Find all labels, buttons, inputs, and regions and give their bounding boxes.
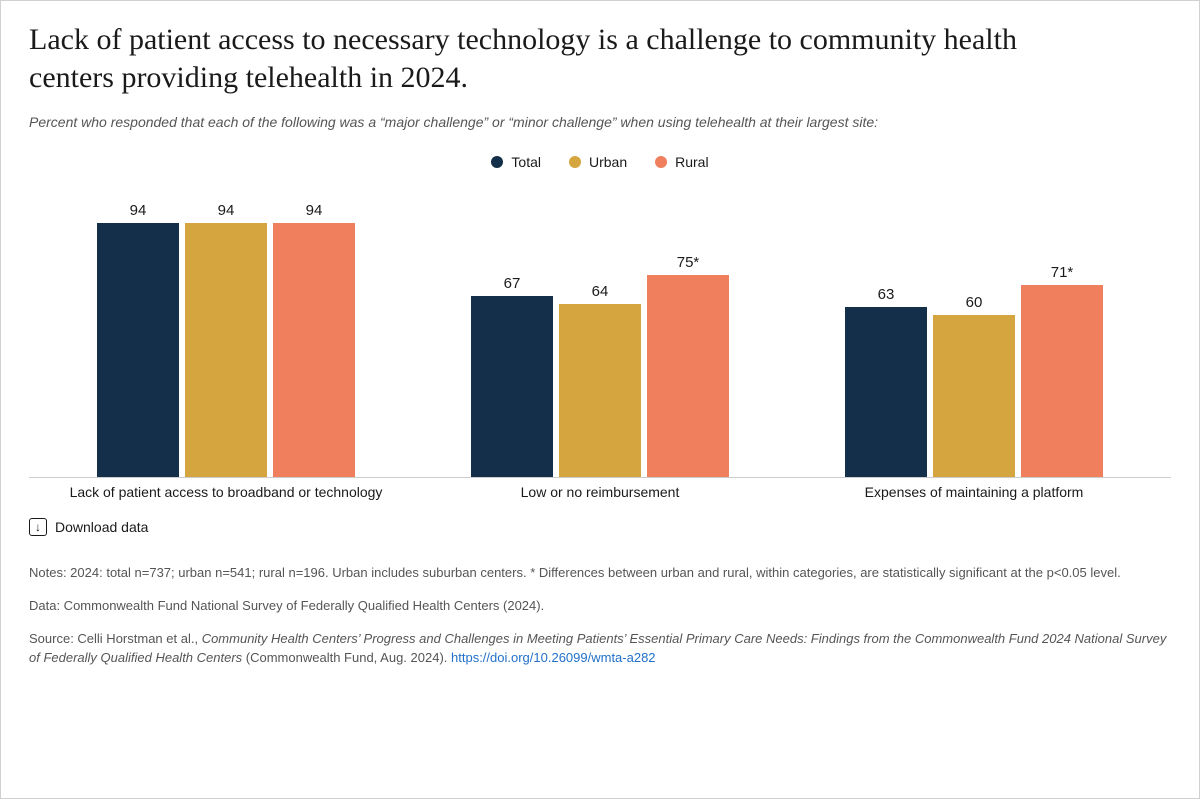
download-icon: ↓	[29, 518, 47, 536]
data-line: Data: Commonwealth Fund National Survey …	[29, 597, 1171, 616]
bar-value-label: 64	[592, 283, 609, 300]
source-prefix: Source: Celli Horstman et al.,	[29, 631, 202, 646]
bar-value-label: 94	[306, 202, 323, 219]
download-data-button[interactable]: ↓ Download data	[29, 518, 148, 536]
bar	[1021, 285, 1103, 477]
bar	[933, 315, 1015, 477]
legend: Total Urban Rural	[29, 154, 1171, 170]
chart-subtitle: Percent who responded that each of the f…	[29, 114, 1171, 130]
legend-swatch	[655, 156, 667, 168]
chart-title: Lack of patient access to necessary tech…	[29, 21, 1109, 96]
bar-wrap: 94	[273, 202, 355, 477]
bar	[559, 304, 641, 477]
bar-value-label: 60	[966, 294, 983, 311]
doi-link[interactable]: https://doi.org/10.26099/wmta-a282	[451, 650, 656, 665]
legend-label: Total	[511, 154, 541, 170]
bar	[647, 275, 729, 478]
category-label: Lack of patient access to broadband or t…	[39, 484, 413, 500]
legend-item: Rural	[655, 154, 708, 170]
bar-wrap: 94	[97, 202, 179, 477]
bar-value-label: 71*	[1051, 264, 1074, 281]
bar-group: 63 60 71*	[787, 264, 1161, 477]
bar-wrap: 63	[845, 286, 927, 477]
legend-item: Total	[491, 154, 541, 170]
bar-wrap: 71*	[1021, 264, 1103, 477]
bar-group: 94 94 94	[39, 202, 413, 477]
bar	[471, 296, 553, 477]
legend-label: Rural	[675, 154, 708, 170]
legend-swatch	[569, 156, 581, 168]
notes-line: Notes: 2024: total n=737; urban n=541; r…	[29, 564, 1171, 583]
bar-value-label: 63	[878, 286, 895, 303]
legend-label: Urban	[589, 154, 627, 170]
bar-chart: 94 94 94 67 64 75* 63 60 71*	[29, 178, 1171, 478]
bar-group: 67 64 75*	[413, 254, 787, 478]
bar	[185, 223, 267, 477]
bar	[97, 223, 179, 477]
bar	[273, 223, 355, 477]
legend-item: Urban	[569, 154, 627, 170]
category-label: Expenses of maintaining a platform	[787, 484, 1161, 500]
source-suffix: (Commonwealth Fund, Aug. 2024).	[242, 650, 451, 665]
bar-value-label: 94	[218, 202, 235, 219]
bar-wrap: 60	[933, 294, 1015, 477]
bar-value-label: 94	[130, 202, 147, 219]
bar-wrap: 94	[185, 202, 267, 477]
bar-wrap: 75*	[647, 254, 729, 478]
bar-wrap: 64	[559, 283, 641, 477]
download-label: Download data	[55, 519, 148, 535]
source-line: Source: Celli Horstman et al., Community…	[29, 630, 1171, 668]
bar-wrap: 67	[471, 275, 553, 477]
footnotes: Notes: 2024: total n=737; urban n=541; r…	[29, 564, 1171, 667]
bar	[845, 307, 927, 477]
bar-value-label: 75*	[677, 254, 700, 271]
legend-swatch	[491, 156, 503, 168]
category-label: Low or no reimbursement	[413, 484, 787, 500]
bar-value-label: 67	[504, 275, 521, 292]
x-axis-labels: Lack of patient access to broadband or t…	[29, 478, 1171, 500]
